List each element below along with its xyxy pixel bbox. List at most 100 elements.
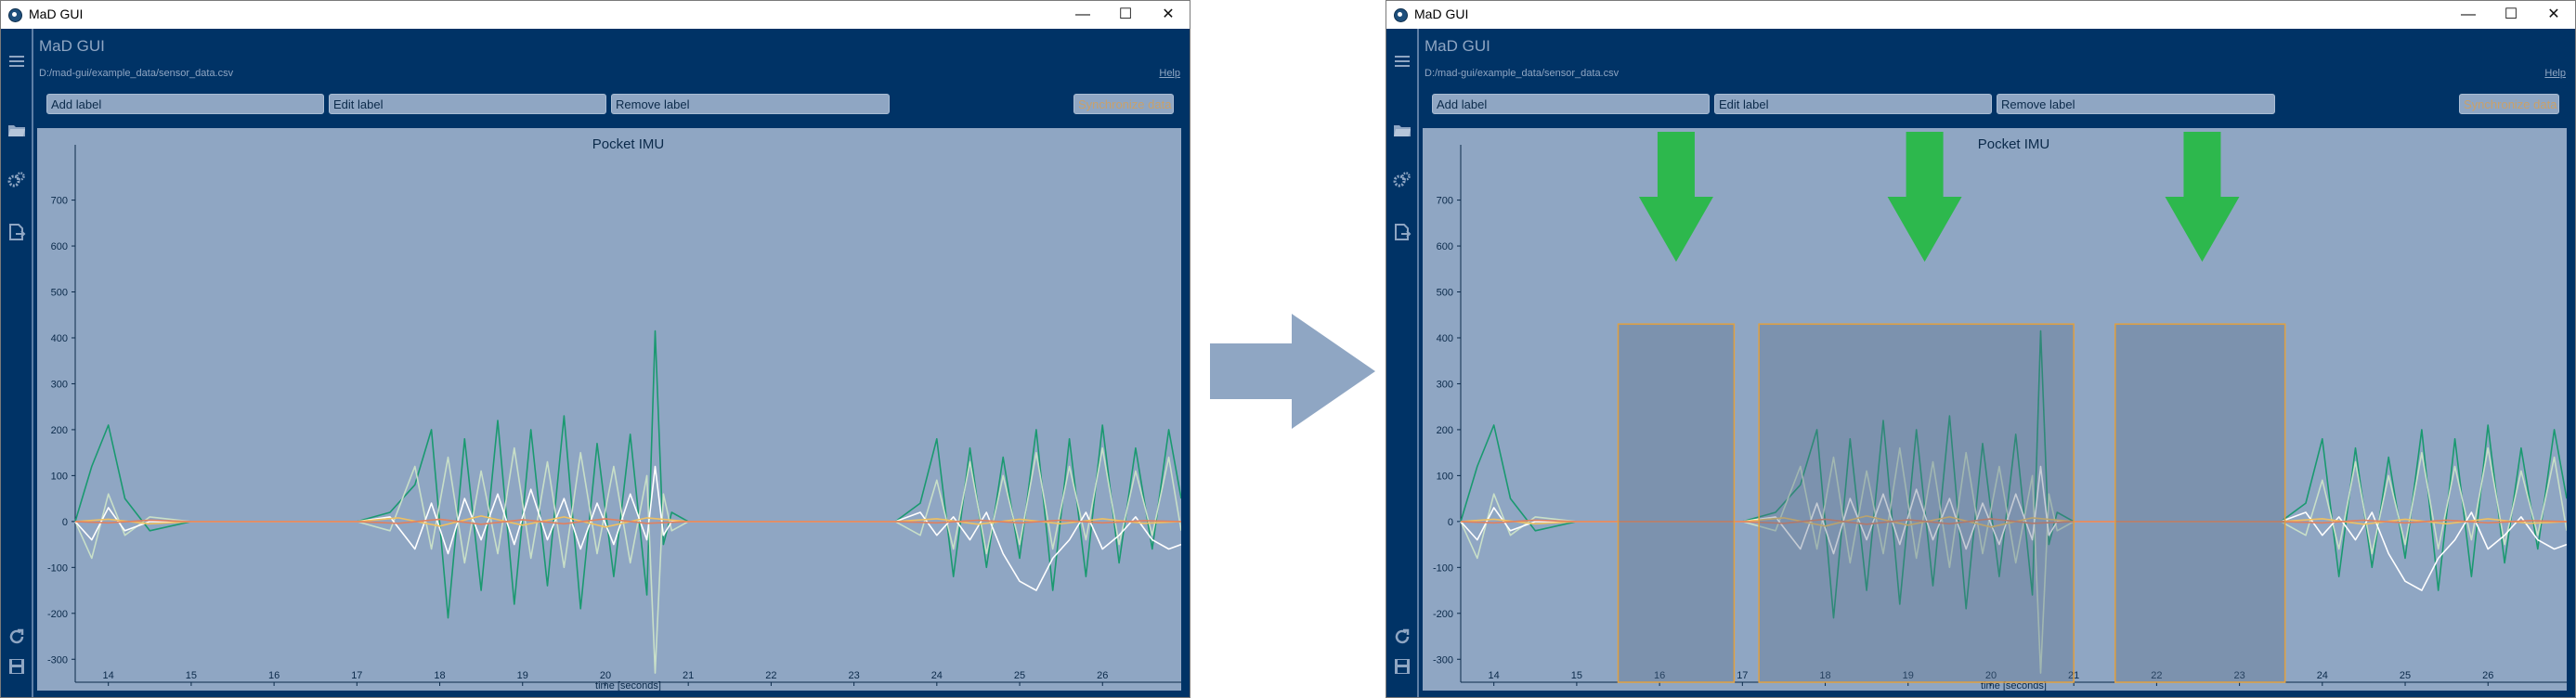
folder-icon[interactable] [7,120,27,140]
x-tick-label: 24 [2317,670,2328,681]
file-path: D:/mad-gui/example_data/sensor_data.csv [1425,68,1620,79]
maximize-button[interactable]: ☐ [2504,6,2518,22]
x-tick-label: 22 [2151,670,2162,681]
window-title: MaD GUI [29,6,84,21]
x-tick-label: 20 [1985,670,1997,681]
sidebar-divider [1417,29,1419,697]
x-tick-label: 18 [1819,670,1830,681]
down-arrow-icon [2165,132,2240,262]
x-tick-label: 16 [268,670,280,681]
y-tick-label: 100 [1437,471,1453,482]
x-tick-label: 18 [434,670,445,681]
label-region-1 [1758,323,2075,683]
x-axis-label: time [seconds] [595,680,661,691]
x-tick-label: 20 [600,670,611,681]
app-window-before: MaD GUI — ☐ ✕ MaD GUI D:/mad-gui/example… [0,0,1190,698]
x-tick-label: 24 [931,670,943,681]
gears-icon[interactable] [1392,170,1412,190]
minimize-button[interactable]: — [1075,6,1090,22]
synchronize-data-button[interactable]: Synchronize data [1073,94,1174,114]
save-icon[interactable] [1392,656,1412,677]
x-tick-label: 14 [103,670,114,681]
y-tick-label: 500 [1437,288,1453,299]
x-tick-label: 17 [351,670,362,681]
folder-icon[interactable] [1392,120,1412,140]
y-tick-label: 0 [1448,517,1453,528]
y-tick-label: 500 [51,288,68,299]
y-tick-label: 600 [1437,241,1453,252]
x-tick-label: 25 [1014,670,1025,681]
help-link[interactable]: Help [1159,68,1180,79]
x-tick-label: 19 [1903,670,1914,681]
app-logo-icon [1394,8,1408,22]
remove-label-button[interactable]: Remove label [611,94,890,114]
edit-label-button[interactable]: Edit label [1714,94,1992,114]
minimize-button[interactable]: — [2461,6,2476,22]
remove-label-button[interactable]: Remove label [1997,94,2275,114]
reload-icon[interactable] [1392,627,1412,647]
down-arrow-icon [1638,132,1713,262]
chart-title: Pocket IMU [1978,136,2050,152]
add-label-button[interactable]: Add label [1432,94,1710,114]
x-tick-label: 21 [683,670,694,681]
export-icon[interactable] [7,222,27,242]
y-tick-label: 700 [1437,196,1453,207]
series-line-4 [1460,518,2567,525]
plot-area[interactable]: Pocket IMU 700 600 500 400 300 200 100 0 -100 -200… [37,128,1181,691]
sensor-chart[interactable]: Pocket IMU 700 600 500 400 300 200 100 0 -100 -200… [37,128,1181,691]
menu-icon[interactable] [7,51,27,71]
file-path: D:/mad-gui/example_data/sensor_data.csv [39,68,234,79]
x-tick-label: 17 [1737,670,1748,681]
y-tick-label: -300 [47,654,68,666]
series-line-4 [74,518,1181,525]
transition-arrow-icon [1210,314,1375,429]
y-tick-label: 0 [62,517,68,528]
add-label-button[interactable]: Add label [46,94,324,114]
x-tick-label: 14 [1489,670,1500,681]
help-link[interactable]: Help [2544,68,2566,79]
sidebar [1386,29,1417,697]
app-logo-icon [8,8,22,22]
export-icon[interactable] [1392,222,1412,242]
x-tick-label: 15 [186,670,197,681]
y-tick-label: 200 [1437,425,1453,436]
y-tick-label: 600 [51,241,68,252]
y-tick-label: 400 [1437,333,1453,344]
close-button[interactable]: ✕ [1162,6,1175,22]
y-tick-label: 700 [51,196,68,207]
app-window-after: MaD GUI — ☐ ✕ MaD GUI D:/mad-gui/example… [1386,0,2576,698]
y-tick-label: -200 [47,609,68,620]
x-tick-label: 25 [2400,670,2411,681]
chart-title: Pocket IMU [592,136,665,152]
series-line-1 [74,446,1181,674]
x-tick-label: 16 [1654,670,1665,681]
y-tick-label: 300 [51,379,68,390]
x-tick-label: 15 [1571,670,1582,681]
reload-icon[interactable] [7,627,27,647]
app-title: MaD GUI [1425,37,1490,55]
y-tick-label: 200 [51,425,68,436]
y-tick-label: -100 [1433,562,1453,574]
close-button[interactable]: ✕ [2547,6,2560,22]
app-title: MaD GUI [39,37,105,55]
app-body: MaD GUI D:/mad-gui/example_data/sensor_d… [1386,29,2575,697]
maximize-button[interactable]: ☐ [1118,6,1133,22]
gears-icon[interactable] [7,170,27,190]
y-tick-label: 400 [51,333,68,344]
save-icon[interactable] [7,656,27,677]
label-region-2 [2114,323,2286,683]
y-tick-label: -200 [1433,609,1453,620]
plot-area[interactable]: Pocket IMU 700 600 500 400 300 200 100 0 -100 -200… [1423,128,2567,691]
edit-label-button[interactable]: Edit label [329,94,606,114]
x-tick-label: 23 [848,670,859,681]
window-title: MaD GUI [1414,6,1469,21]
synchronize-data-button[interactable]: Synchronize data [2459,94,2559,114]
x-tick-label: 26 [2482,670,2493,681]
x-tick-label: 23 [2233,670,2244,681]
sidebar-divider [32,29,33,697]
y-tick-label: -100 [47,562,68,574]
x-tick-label: 22 [765,670,776,681]
sensor-chart[interactable]: Pocket IMU 700 600 500 400 300 200 100 0 -100 -200… [1423,128,2567,691]
x-axis-label: time [seconds] [1981,680,2047,691]
menu-icon[interactable] [1392,51,1412,71]
